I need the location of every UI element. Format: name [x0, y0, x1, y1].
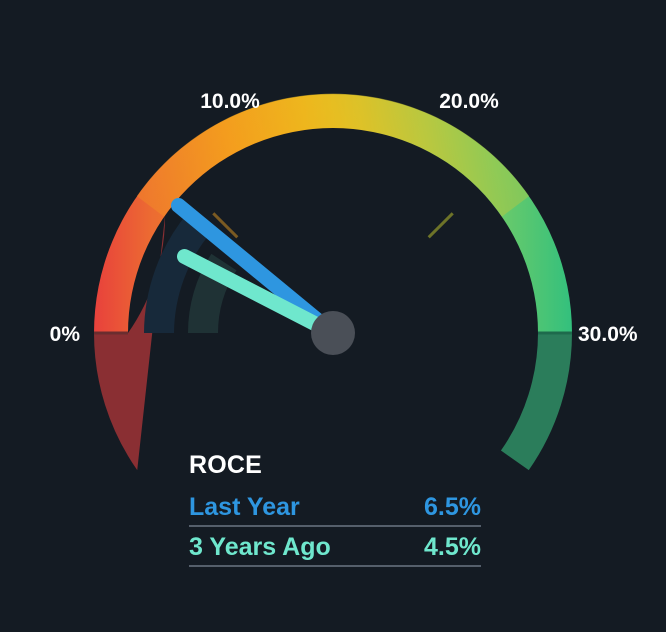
- gauge-tick-10: [212, 212, 239, 239]
- needle-three-years-ago: [177, 249, 341, 341]
- gauge-tail-below-min: [93, 215, 166, 471]
- gauge-tick-20: [427, 212, 454, 239]
- legend-value-three-years-ago: 4.5%: [424, 533, 481, 561]
- gauge-hub: [311, 311, 355, 355]
- legend: ROCE Last Year 6.5% 3 Years Ago 4.5%: [189, 450, 481, 572]
- page-title: ROCE: [189, 451, 263, 479]
- legend-value-last-year: 6.5%: [424, 493, 481, 521]
- gauge-tail-above-max: [500, 333, 572, 471]
- gauge-value-arc-tint: [136, 93, 530, 217]
- axis-label-20: 20.0%: [439, 90, 499, 113]
- needle-track-last-year: [144, 212, 212, 333]
- axis-label-0: 0%: [50, 323, 81, 346]
- legend-row-three-years-ago: 3 Years Ago 4.5%: [189, 532, 481, 567]
- legend-row-last-year: Last Year 6.5%: [189, 492, 481, 527]
- axis-label-10: 10.0%: [200, 90, 260, 113]
- legend-label-three-years-ago: 3 Years Ago: [189, 533, 331, 561]
- axis-label-30: 30.0%: [578, 323, 638, 346]
- legend-label-last-year: Last Year: [189, 493, 300, 521]
